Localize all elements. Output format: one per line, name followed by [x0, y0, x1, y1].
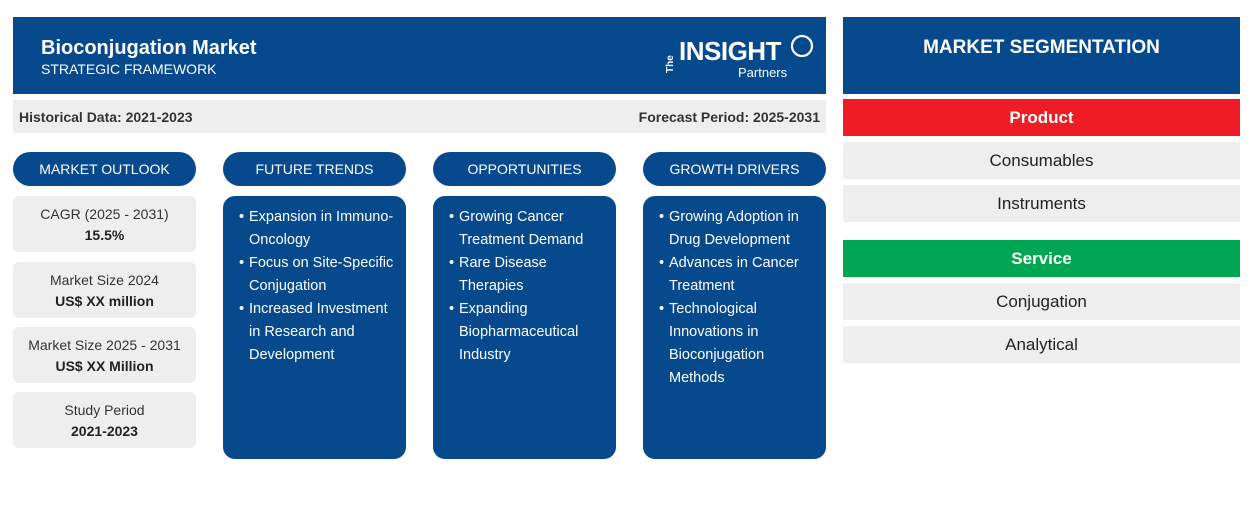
list-item: Technological Innovations in Bioconjugat…: [659, 298, 818, 390]
stat-label: Study Period: [64, 402, 145, 418]
list-item: Rare Disease Therapies: [449, 252, 608, 298]
future-trends-header: FUTURE TRENDS: [223, 152, 406, 186]
list-item: Growing Adoption in Drug Development: [659, 206, 818, 252]
growth-drivers-card: Growing Adoption in Drug Development Adv…: [643, 196, 826, 459]
list-item: Focus on Site-Specific Conjugation: [239, 252, 398, 298]
segment-item-consumables: Consumables: [843, 142, 1240, 179]
stat-value: US$ XX million: [55, 293, 154, 309]
stat-label: CAGR (2025 - 2031): [40, 206, 169, 222]
market-size-forecast-stat: Market Size 2025 - 2031 US$ XX Million: [13, 327, 196, 383]
list-item: Advances in Cancer Treatment: [659, 252, 818, 298]
period-bar: Historical Data: 2021-2023 Forecast Peri…: [13, 100, 826, 133]
logo-circle-icon: [790, 34, 814, 58]
list-item: Increased Investment in Research and Dev…: [239, 298, 398, 367]
forecast-period-label: Forecast Period: 2025-2031: [638, 109, 820, 125]
segment-item-instruments: Instruments: [843, 185, 1240, 222]
logo-insight-text: INSIGHT: [679, 36, 781, 66]
stat-label: Market Size 2025 - 2031: [28, 337, 181, 353]
future-trends-card: Expansion in Immuno-Oncology Focus on Si…: [223, 196, 406, 459]
stat-value: 2021-2023: [71, 423, 138, 439]
market-segmentation-header: MARKET SEGMENTATION: [843, 17, 1240, 94]
market-size-2024-stat: Market Size 2024 US$ XX million: [13, 262, 196, 318]
segment-item-conjugation: Conjugation: [843, 283, 1240, 320]
report-title: Bioconjugation Market: [41, 37, 257, 59]
list-item: Expansion in Immuno-Oncology: [239, 206, 398, 252]
report-header: Bioconjugation Market STRATEGIC FRAMEWOR…: [13, 17, 826, 94]
insight-partners-logo: The INSIGHT Partners: [665, 33, 815, 83]
market-outlook-header: MARKET OUTLOOK: [13, 152, 196, 186]
opportunities-card: Growing Cancer Treatment Demand Rare Dis…: [433, 196, 616, 459]
logo-the-text: The: [665, 55, 676, 73]
study-period-stat: Study Period 2021-2023: [13, 392, 196, 448]
stat-value: US$ XX Million: [55, 358, 154, 374]
list-item: Growing Cancer Treatment Demand: [449, 206, 608, 252]
historical-data-label: Historical Data: 2021-2023: [19, 109, 193, 125]
report-subtitle: STRATEGIC FRAMEWORK: [41, 61, 217, 77]
growth-drivers-header: GROWTH DRIVERS: [643, 152, 826, 186]
logo-partners-text: Partners: [738, 65, 788, 80]
cagr-stat: CAGR (2025 - 2031) 15.5%: [13, 196, 196, 252]
stat-value: 15.5%: [84, 227, 125, 243]
segment-category-product: Product: [843, 99, 1240, 136]
segment-item-analytical: Analytical: [843, 326, 1240, 363]
segment-category-service: Service: [843, 240, 1240, 277]
list-item: Expanding Biopharmaceutical Industry: [449, 298, 608, 367]
opportunities-header: OPPORTUNITIES: [433, 152, 616, 186]
stat-label: Market Size 2024: [50, 272, 159, 288]
